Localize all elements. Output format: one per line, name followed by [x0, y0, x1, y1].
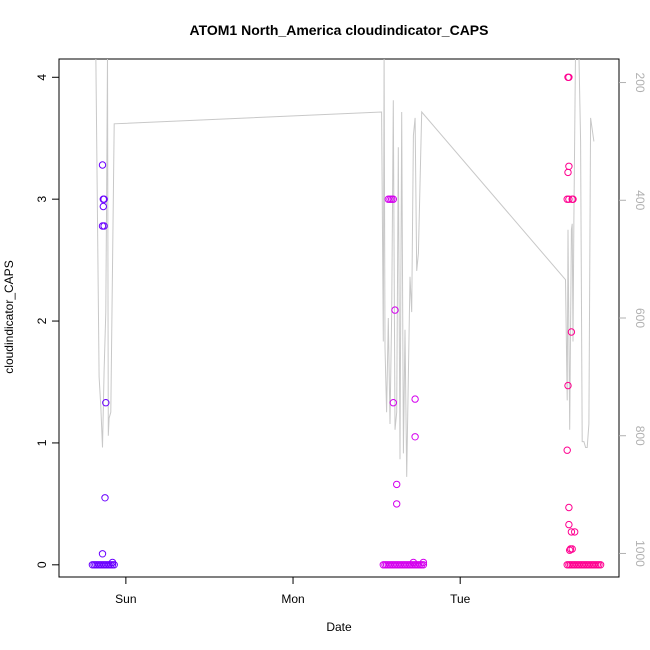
- y-tick-label: 2: [35, 317, 49, 324]
- right-tick-label: 600: [633, 308, 647, 328]
- data-point: [567, 328, 576, 336]
- x-tick-label: Sun: [115, 592, 136, 606]
- data-point: [101, 494, 109, 502]
- right-tick-label: 1000: [633, 540, 647, 567]
- data-point: [100, 195, 108, 203]
- data-point: [391, 306, 399, 314]
- plot-area: [58, 58, 620, 578]
- data-point: [565, 195, 573, 203]
- chart-title: ATOM1 North_America cloudindicator_CAPS: [190, 22, 489, 38]
- right-tick-label: 800: [633, 426, 647, 446]
- y-tick-label: 1: [35, 439, 49, 446]
- data-point: [409, 558, 418, 567]
- x-tick-label: Tue: [450, 592, 471, 606]
- data-point: [419, 558, 428, 567]
- data-point: [98, 161, 107, 169]
- data-point: [419, 561, 428, 569]
- data-point: [566, 546, 574, 554]
- data-point: [411, 433, 419, 441]
- data-point: [571, 528, 579, 536]
- x-axis-label: Date: [326, 620, 352, 634]
- data-point: [564, 381, 572, 390]
- y-tick-label: 3: [35, 196, 49, 203]
- data-point: [100, 222, 108, 230]
- data-point: [98, 550, 107, 558]
- data-point: [565, 162, 573, 171]
- point-series: [88, 73, 605, 569]
- y-tick-label: 0: [35, 561, 49, 568]
- data-point: [596, 561, 605, 569]
- right-axis: 200 400 600 800 1000: [619, 73, 647, 567]
- data-point: [108, 558, 117, 567]
- data-point: [411, 395, 419, 403]
- y-axis: 0 1 2 3 4: [35, 74, 59, 568]
- right-tick-label: 400: [633, 190, 647, 210]
- line-series: [95, 59, 595, 477]
- data-point: [564, 168, 572, 177]
- y-axis-label: cloudindicator_CAPS: [2, 260, 16, 373]
- line-series-path: [95, 59, 595, 477]
- data-point: [99, 202, 108, 211]
- data-point: [569, 195, 577, 203]
- data-point: [393, 480, 401, 489]
- x-axis: Sun Mon Tue: [115, 577, 471, 606]
- data-point: [565, 503, 573, 512]
- data-point: [389, 195, 397, 203]
- data-point: [393, 500, 401, 508]
- data-point: [102, 399, 110, 407]
- plot-frame: [58, 58, 620, 578]
- data-point: [565, 520, 573, 529]
- right-tick-label: 200: [633, 73, 647, 93]
- data-point: [565, 73, 573, 82]
- data-point: [389, 399, 397, 407]
- data-point: [563, 446, 571, 454]
- y-tick-label: 4: [35, 74, 49, 81]
- x-tick-label: Mon: [281, 592, 304, 606]
- data-point: [567, 528, 576, 536]
